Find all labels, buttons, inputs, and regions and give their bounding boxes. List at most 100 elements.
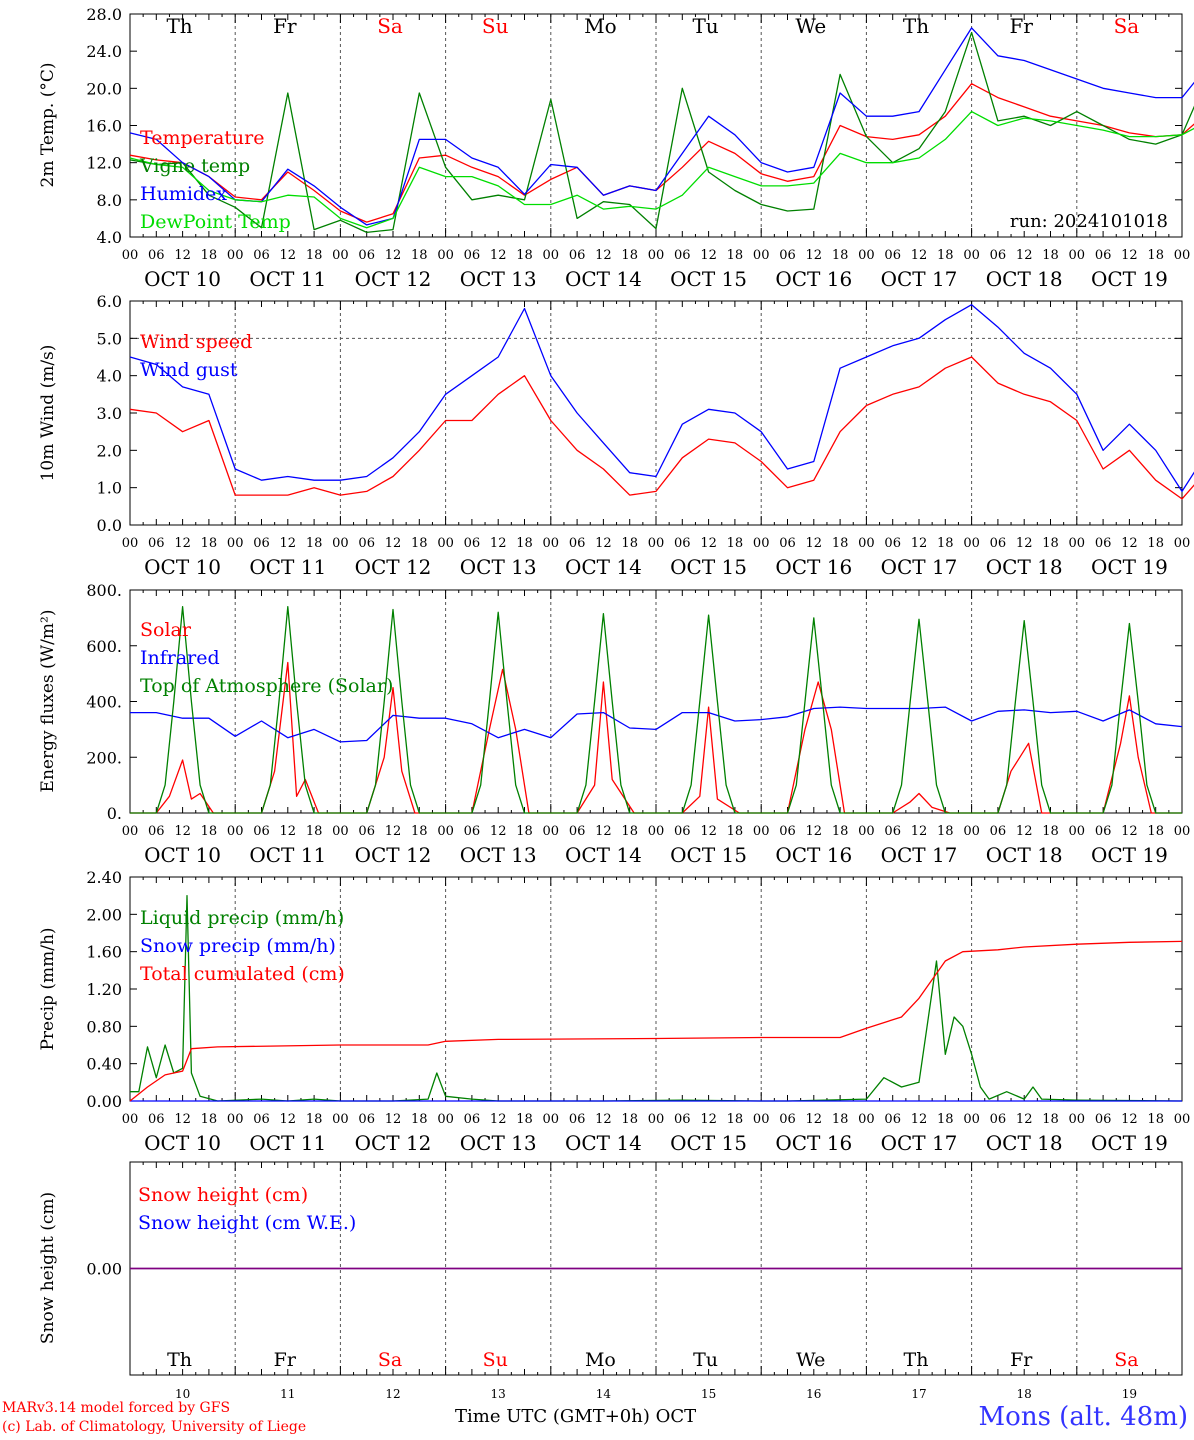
weekday-label: Th: [167, 1349, 192, 1371]
y-tick-label: 800.: [86, 581, 122, 600]
hour-tick-label: 00: [753, 248, 770, 263]
hour-tick-label: 18: [306, 1112, 323, 1127]
date-label: OCT 11: [249, 267, 326, 291]
series-line-2: [129, 304, 1194, 493]
legend-entry-2: Wind gust: [140, 359, 238, 381]
hour-tick-label: 00: [543, 824, 560, 839]
legend-entry-1: Wind speed: [140, 331, 252, 353]
hour-tick-label: 06: [358, 824, 375, 839]
day-number-label: 10: [175, 1387, 190, 1401]
date-label: OCT 13: [460, 843, 537, 867]
day-number-label: 17: [911, 1387, 926, 1401]
hour-tick-label: 06: [253, 1112, 270, 1127]
hour-tick-label: 06: [253, 824, 270, 839]
date-label: OCT 16: [775, 555, 852, 579]
hour-tick-label: 12: [280, 248, 297, 263]
lab-credit-text: (c) Lab. of Climatology, University of L…: [2, 1419, 307, 1435]
legend-entry-1: Temperature: [140, 127, 264, 149]
hour-tick-label: 00: [1174, 536, 1191, 551]
hour-tick-label: 12: [1016, 824, 1033, 839]
hour-tick-label: 00: [227, 1112, 244, 1127]
hour-tick-label: 06: [148, 536, 165, 551]
y-tick-label: 28.0: [86, 5, 122, 24]
hour-tick-label: 12: [490, 824, 507, 839]
weekday-label: Sa: [378, 1349, 402, 1371]
hour-tick-label: 18: [832, 1112, 849, 1127]
run-label: run: 2024101018: [1010, 211, 1168, 232]
hour-tick-label: 12: [595, 536, 612, 551]
time-axis-label: Time UTC (GMT+0h) OCT: [455, 1406, 697, 1427]
hour-tick-label: 12: [1121, 824, 1138, 839]
hour-tick-label: 06: [990, 536, 1007, 551]
hour-tick-label: 12: [1016, 1112, 1033, 1127]
date-label: OCT 14: [565, 555, 642, 579]
hour-tick-label: 00: [437, 1112, 454, 1127]
y-axis-label: 2m Temp. (°C): [38, 62, 58, 187]
weekday-label: Sa: [1114, 14, 1140, 38]
hour-tick-label: 12: [174, 824, 191, 839]
hour-tick-label: 12: [595, 1112, 612, 1127]
hour-tick-label: 18: [201, 824, 218, 839]
hour-tick-label: 12: [174, 536, 191, 551]
hour-tick-label: 00: [1069, 1112, 1086, 1127]
weekday-label: Th: [903, 14, 929, 38]
hour-tick-label: 06: [569, 248, 586, 263]
day-number-label: 13: [491, 1387, 506, 1401]
hour-tick-label: 00: [122, 536, 139, 551]
hour-tick-label: 06: [779, 824, 796, 839]
hour-tick-label: 00: [1069, 824, 1086, 839]
legend-entry-1: Snow height (cm): [138, 1184, 308, 1206]
hour-tick-label: 00: [1069, 248, 1086, 263]
hour-tick-label: 18: [1147, 1112, 1164, 1127]
hour-tick-label: 06: [1095, 536, 1112, 551]
hour-tick-label: 18: [1147, 248, 1164, 263]
date-label: OCT 10: [144, 843, 221, 867]
hour-tick-label: 12: [806, 1112, 823, 1127]
series-line-2: [129, 31, 1194, 234]
y-tick-label: 3.0: [97, 404, 122, 423]
hour-tick-label: 06: [464, 824, 481, 839]
y-axis-label: Snow height (cm): [38, 1192, 58, 1344]
series-line-3: [130, 606, 1182, 814]
day-number-label: 14: [596, 1387, 612, 1401]
legend-entry-2: Vigne temp: [139, 155, 250, 177]
date-label: OCT 15: [670, 555, 747, 579]
hour-tick-label: 18: [832, 248, 849, 263]
hour-tick-label: 18: [411, 1112, 428, 1127]
day-number-label: 12: [385, 1387, 400, 1401]
weekday-label: Sa: [1114, 1349, 1138, 1371]
hour-tick-label: 18: [306, 824, 323, 839]
hour-tick-label: 06: [884, 1112, 901, 1127]
hour-tick-label: 12: [280, 1112, 297, 1127]
date-label: OCT 14: [565, 1131, 642, 1155]
hour-tick-label: 00: [963, 1112, 980, 1127]
hour-tick-label: 12: [806, 536, 823, 551]
hour-tick-label: 00: [963, 536, 980, 551]
hour-tick-label: 18: [621, 536, 638, 551]
hour-tick-label: 06: [990, 248, 1007, 263]
date-label: OCT 16: [775, 267, 852, 291]
date-label: OCT 11: [249, 555, 326, 579]
hour-tick-label: 12: [911, 248, 928, 263]
weekday-label: Fr: [273, 14, 297, 38]
hour-tick-label: 06: [884, 536, 901, 551]
y-axis-label: Precip (mm/h): [38, 927, 58, 1050]
hour-tick-label: 12: [1016, 248, 1033, 263]
series-line-1: [130, 661, 1182, 814]
hour-tick-label: 00: [332, 824, 349, 839]
hour-tick-label: 00: [332, 248, 349, 263]
hour-tick-label: 06: [674, 1112, 691, 1127]
series-line-2: [130, 706, 1183, 743]
hour-tick-label: 00: [858, 824, 875, 839]
hour-tick-label: 06: [1095, 1112, 1112, 1127]
hour-tick-label: 18: [1147, 824, 1164, 839]
hour-tick-label: 06: [464, 536, 481, 551]
hour-tick-label: 00: [858, 1112, 875, 1127]
weekday-label: Fr: [1009, 14, 1033, 38]
hour-tick-label: 06: [358, 536, 375, 551]
hour-tick-label: 12: [490, 248, 507, 263]
y-tick-label: 4.0: [97, 228, 122, 247]
legend-entry-2: Snow precip (mm/h): [140, 935, 336, 957]
y-tick-label: 0.00: [86, 1092, 122, 1111]
day-number-label: 11: [280, 1387, 295, 1401]
